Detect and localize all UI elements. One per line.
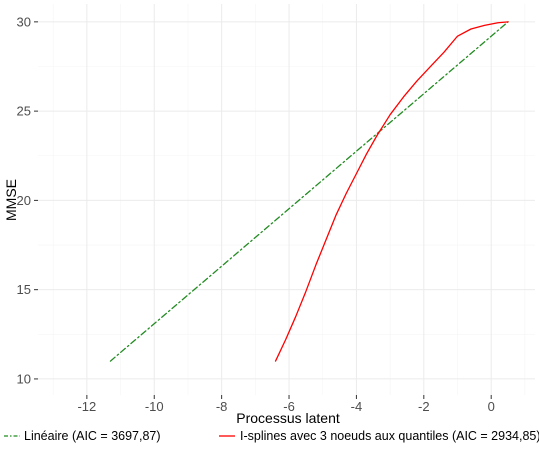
x-tick-label: -8 — [216, 399, 228, 414]
legend-label-2: I-splines avec 3 noeuds aux quantiles (A… — [240, 429, 539, 443]
series-layer — [109, 21, 509, 362]
y-tick-label: 20 — [17, 193, 31, 208]
x-tick-label: 0 — [488, 399, 495, 414]
y-axis-title: MMSE — [3, 179, 19, 221]
x-tick-label: -4 — [351, 399, 363, 414]
x-tick-label: -12 — [77, 399, 96, 414]
x-tick-label: -10 — [145, 399, 164, 414]
axis-layer: -12 -10 -8 -6 -4 -2 0 10 15 20 25 30 Processus lat… — [3, 14, 495, 426]
y-tick-label: 10 — [17, 371, 31, 386]
y-tick-label: 25 — [17, 104, 31, 119]
legend: Linéaire (AIC = 3697,87) I-splines avec 3… — [4, 429, 539, 443]
series-line-2 — [274, 21, 509, 362]
series-line-1 — [109, 21, 509, 362]
x-tick-label: -6 — [283, 399, 295, 414]
y-tick-label: 15 — [17, 282, 31, 297]
x-tick-label: -2 — [418, 399, 430, 414]
grid-layer — [38, 4, 535, 395]
y-tick-label: 30 — [17, 14, 31, 29]
legend-label-1: Linéaire (AIC = 3697,87) — [24, 429, 161, 443]
x-axis-title: Processus latent — [236, 410, 340, 426]
x-axis-ticks: -12 -10 -8 -6 -4 -2 0 — [77, 395, 495, 414]
y-axis-ticks: 10 15 20 25 30 — [17, 14, 38, 386]
